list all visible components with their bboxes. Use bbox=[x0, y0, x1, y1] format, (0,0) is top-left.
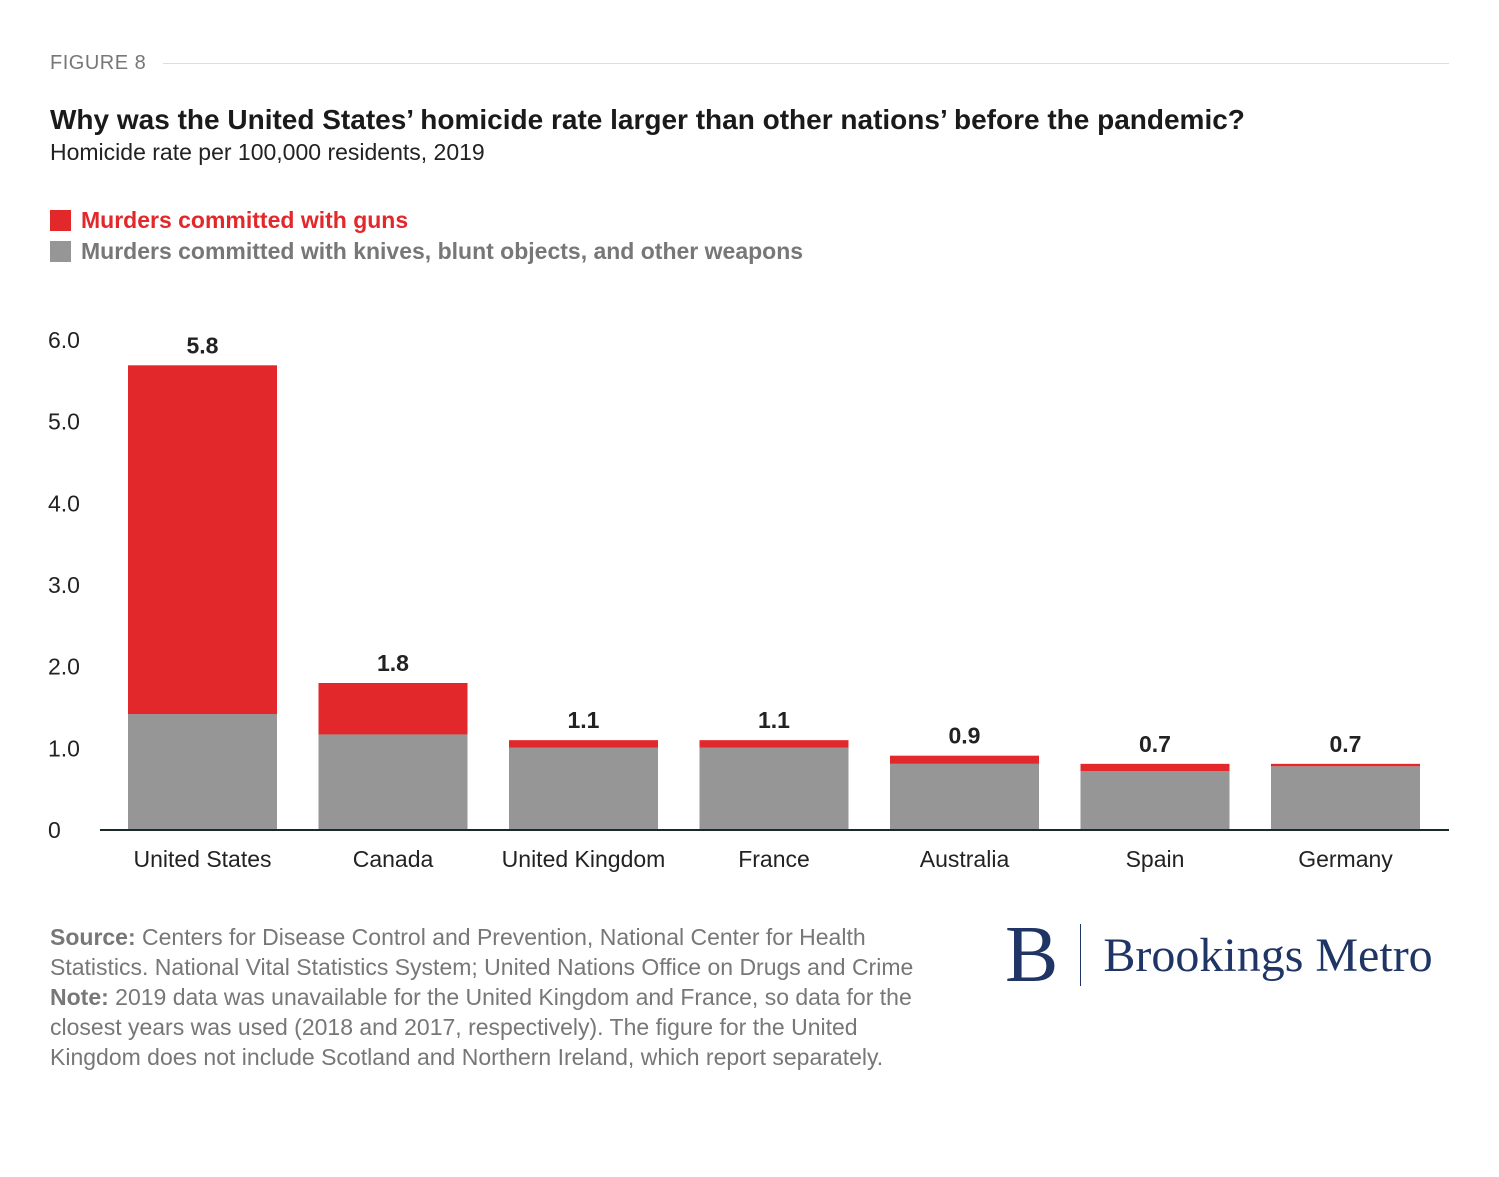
bar-segment bbox=[1271, 763, 1420, 767]
bar-segment bbox=[1271, 766, 1420, 830]
bar-segment bbox=[318, 683, 468, 735]
x-tick-label: United Kingdom bbox=[502, 846, 666, 872]
bar-segment bbox=[1080, 771, 1230, 830]
chart-title: Why was the United States’ homicide rate… bbox=[50, 104, 1245, 135]
y-tick-label: 5.0 bbox=[48, 409, 80, 435]
data-label: 0.9 bbox=[949, 723, 981, 749]
y-tick-label: 3.0 bbox=[48, 572, 80, 598]
legend-label: Murders committed with guns bbox=[81, 207, 409, 233]
bar-segment bbox=[699, 747, 849, 830]
data-label: 1.8 bbox=[377, 650, 409, 676]
bar-segment bbox=[890, 755, 1039, 764]
legend-swatch bbox=[50, 210, 71, 231]
bar-segment bbox=[128, 365, 277, 715]
data-label: 5.8 bbox=[187, 332, 219, 358]
bar-segment bbox=[318, 734, 468, 830]
divider bbox=[163, 63, 1449, 64]
data-label: 0.7 bbox=[1139, 731, 1171, 757]
x-tick-label: Spain bbox=[1126, 846, 1185, 872]
bar-segment bbox=[699, 740, 849, 748]
figure-label: FIGURE 8 bbox=[50, 52, 147, 74]
y-tick-label: 4.0 bbox=[48, 490, 80, 516]
source-note: Source: Centers for Disease Control and … bbox=[50, 924, 914, 1070]
bar-segment bbox=[509, 747, 658, 830]
logo-mark: B bbox=[1005, 911, 1059, 999]
y-tick-label: 2.0 bbox=[48, 654, 80, 680]
bar-chart: 0 1.0 2.0 3.0 4.0 5.0 6.0 5.8 United States 1.8 Ca… bbox=[48, 327, 1449, 872]
bar-segment bbox=[1080, 763, 1230, 772]
x-tick-label: Germany bbox=[1298, 846, 1393, 872]
bar-segment bbox=[509, 740, 658, 748]
x-tick-label: Canada bbox=[353, 846, 434, 872]
chart-subtitle: Homicide rate per 100,000 residents, 201… bbox=[50, 139, 485, 165]
y-tick-label: 1.0 bbox=[48, 735, 80, 761]
data-label: 1.1 bbox=[568, 707, 600, 733]
x-tick-label: United States bbox=[133, 846, 271, 872]
legend-label: Murders committed with knives, blunt obj… bbox=[81, 238, 804, 264]
legend-item-other: Murders committed with knives, blunt obj… bbox=[50, 238, 803, 265]
bar-segment bbox=[890, 763, 1039, 830]
data-label: 0.7 bbox=[1330, 731, 1362, 757]
y-tick-label: 6.0 bbox=[48, 327, 80, 353]
y-tick-label: 0 bbox=[48, 817, 61, 843]
legend-swatch bbox=[50, 241, 71, 262]
bar-segment bbox=[128, 714, 277, 830]
brookings-metro-logo: B Brookings Metro bbox=[1005, 915, 1433, 995]
data-label: 1.1 bbox=[758, 707, 790, 733]
x-tick-label: Australia bbox=[920, 846, 1010, 872]
logo-text: Brookings Metro bbox=[1103, 928, 1433, 982]
x-tick-label: France bbox=[738, 846, 810, 872]
legend-item-guns: Murders committed with guns bbox=[50, 207, 408, 234]
